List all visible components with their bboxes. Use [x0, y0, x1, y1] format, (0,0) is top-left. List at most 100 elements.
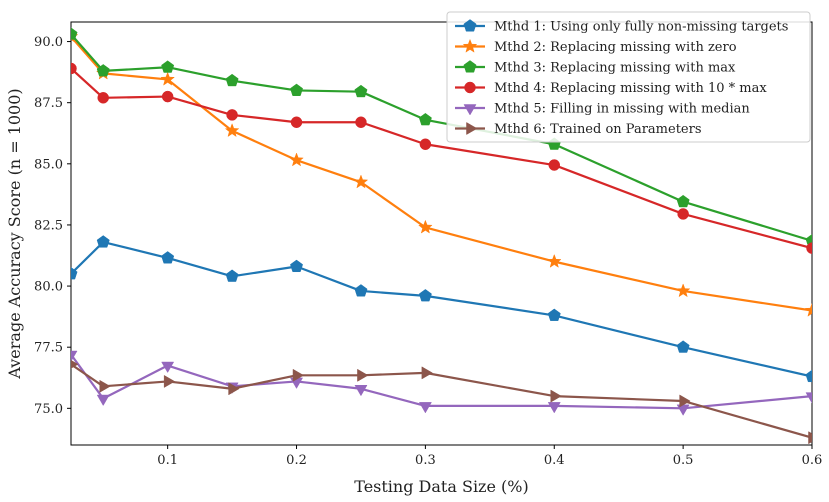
series-6-line: [71, 363, 812, 439]
series-2-point: [224, 123, 240, 138]
x-tick-label: 0.2: [286, 453, 307, 468]
series-4-point: [161, 90, 174, 103]
series-5-point: [418, 402, 432, 414]
legend-label: Mthd 3: Replacing missing with max: [494, 61, 736, 76]
axes: [70, 21, 813, 446]
x-tick-label: 0.6: [802, 453, 823, 468]
series-layer: [71, 27, 812, 445]
series-2-point: [804, 302, 812, 317]
series-1-point: [805, 369, 812, 383]
y-tick-label: 90.0: [34, 35, 63, 50]
series-2-point: [289, 152, 304, 167]
series-6-point: [71, 359, 79, 369]
y-tick-label: 87.5: [34, 96, 63, 111]
series-5-point: [354, 385, 368, 397]
legend: Mthd 1: Using only fully non-missing tar…: [446, 11, 811, 143]
series-4-point: [290, 116, 303, 128]
series-1-line: [71, 240, 812, 378]
legend-item: Mthd 1: Using only fully non-missing tar…: [455, 19, 788, 35]
y-axis-title: Average Accuracy Score (n = 1000): [5, 88, 24, 379]
series-6-point: [163, 374, 176, 388]
legend-marker: [462, 38, 478, 53]
legend-item: Mthd 5: Filling in missing with median: [455, 102, 750, 117]
y-tick-label: 75.0: [34, 402, 63, 417]
series-4: [71, 62, 812, 254]
legend-label: Mthd 2: Replacing missing with zero: [494, 40, 737, 55]
series-2-point: [418, 219, 433, 234]
series-6-point: [679, 394, 691, 408]
y-tick-label: 77.5: [34, 341, 63, 356]
series-1-point: [547, 308, 561, 321]
series-6-point: [292, 368, 305, 382]
legend-box: [446, 11, 811, 143]
series-1-point: [354, 284, 368, 297]
series-4-point: [419, 138, 432, 151]
y-tick-label: 85.0: [34, 157, 63, 172]
series-6-point: [99, 379, 111, 393]
series-5-point: [676, 404, 690, 416]
series-2-point: [353, 174, 369, 189]
series-1-point: [290, 259, 303, 273]
series-6-point: [228, 382, 240, 396]
series-4-point: [97, 92, 109, 104]
legend-item: Mthd 2: Replacing missing with zero: [455, 38, 737, 55]
series-4-point: [806, 242, 812, 254]
series-1-point: [225, 269, 239, 282]
series-2-line: [71, 35, 812, 312]
series-2-point: [160, 71, 175, 86]
series-4-point: [355, 116, 367, 128]
legend-marker: [463, 104, 477, 116]
legend-label: Mthd 1: Using only fully non-missing tar…: [494, 20, 788, 35]
series-3-point: [290, 83, 303, 96]
plot-frame: [70, 21, 813, 446]
series-6-point: [808, 431, 812, 445]
x-axis-title: Testing Data Size (%): [354, 477, 528, 496]
series-3-point: [676, 194, 690, 208]
x-tick-label: 0.1: [157, 453, 178, 468]
series-6-point: [357, 368, 369, 382]
series-5-point: [71, 350, 78, 363]
series-6-point: [550, 389, 562, 403]
series-3-point: [418, 112, 432, 126]
series-5-point: [547, 402, 561, 414]
series-3-line: [71, 33, 812, 242]
series-5-point: [805, 392, 812, 404]
legend-label: Mthd 6: Trained on Parameters: [494, 122, 702, 137]
y-tick-label: 82.5: [34, 218, 63, 233]
series-clip-group: [71, 27, 812, 445]
series-1: [71, 235, 812, 383]
series-6: [71, 359, 812, 445]
series-1-point: [71, 267, 78, 280]
legend-item: Mthd 4: Replacing missing with 10 * max: [455, 81, 767, 96]
series-2-point: [675, 283, 691, 298]
legend-item: Mthd 6: Trained on Parameters: [455, 122, 702, 137]
series-3-point: [354, 84, 368, 98]
x-tick-label: 0.3: [415, 453, 436, 468]
series-3-point: [96, 64, 110, 77]
legend-item: Mthd 3: Replacing missing with max: [455, 60, 736, 76]
series-5-point: [161, 361, 175, 374]
series-1-point: [96, 235, 110, 248]
series-3-point: [71, 27, 78, 40]
series-5-line: [71, 353, 812, 410]
tick-layer: 0.1 0.2 0.3 0.4 0.5 0.6 75.0 77.5 80.0 82.5 85.0 87…: [34, 35, 822, 468]
series-3-point: [161, 60, 175, 73]
series-4-point: [71, 62, 77, 75]
legend-label: Mthd 4: Replacing missing with 10 * max: [494, 81, 767, 96]
series-2-point: [546, 253, 562, 268]
legend-marker: [464, 81, 476, 94]
legend-marker: [466, 122, 478, 135]
legend-label: Mthd 5: Filling in missing with median: [494, 102, 750, 117]
series-4-point: [548, 159, 561, 171]
series-3-point: [225, 73, 239, 87]
series-1-point: [676, 340, 690, 353]
series-4-line: [71, 67, 812, 250]
series-1-point: [161, 251, 175, 264]
series-4-point: [226, 109, 238, 121]
series-4-point: [677, 208, 689, 220]
y-tick-label: 80.0: [34, 280, 63, 295]
series-5-point: [96, 394, 110, 407]
legend-marker: [463, 19, 477, 32]
series-6-point: [421, 366, 433, 380]
